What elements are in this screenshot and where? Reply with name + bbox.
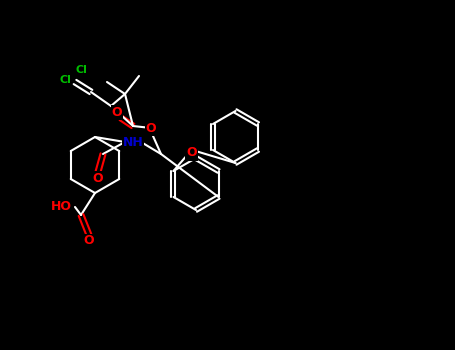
Text: O: O: [93, 172, 103, 184]
Text: O: O: [111, 105, 122, 119]
Text: NH: NH: [123, 135, 143, 148]
Text: Cl: Cl: [59, 75, 71, 85]
Text: O: O: [84, 234, 94, 247]
Text: Cl: Cl: [75, 65, 87, 75]
Text: HO: HO: [51, 201, 71, 214]
Text: O: O: [186, 147, 197, 160]
Text: O: O: [146, 121, 157, 134]
